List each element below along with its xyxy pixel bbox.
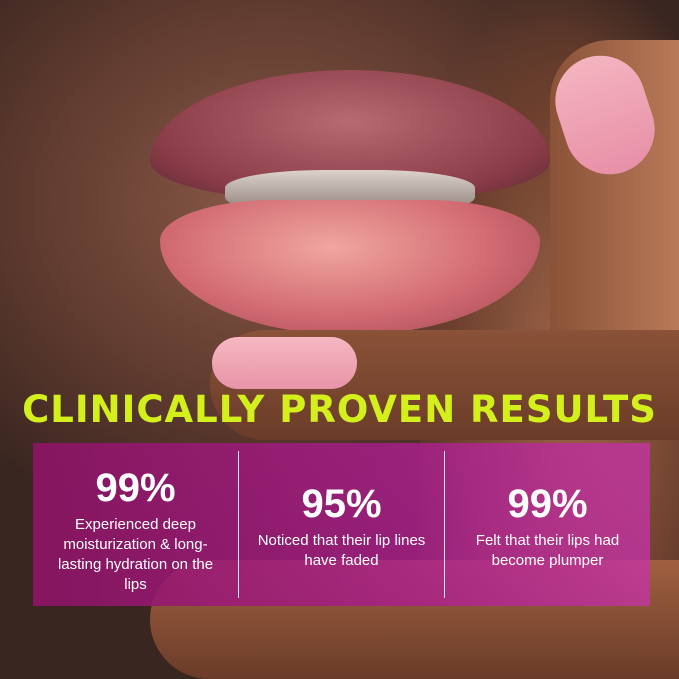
- headline: CLINICALLY PROVEN RESULTS: [22, 388, 657, 431]
- stat-description: Experienced deep moisturization & long-l…: [57, 516, 214, 593]
- stat-item: 99% Experienced deep moisturization & lo…: [33, 443, 238, 606]
- stat-value: 99%: [95, 466, 176, 510]
- stat-value: 99%: [507, 482, 588, 526]
- stat-description: Felt that their lips had become plumper: [475, 532, 620, 569]
- thumbnail: [212, 337, 357, 389]
- stat-description: Noticed that their lip lines have faded: [257, 532, 426, 569]
- stats-panel: 99% Experienced deep moisturization & lo…: [33, 443, 650, 606]
- stat-item: 99% Felt that their lips had become plum…: [444, 451, 650, 598]
- stat-value: 95%: [301, 482, 382, 526]
- stat-item: 95% Noticed that their lip lines have fa…: [238, 451, 444, 598]
